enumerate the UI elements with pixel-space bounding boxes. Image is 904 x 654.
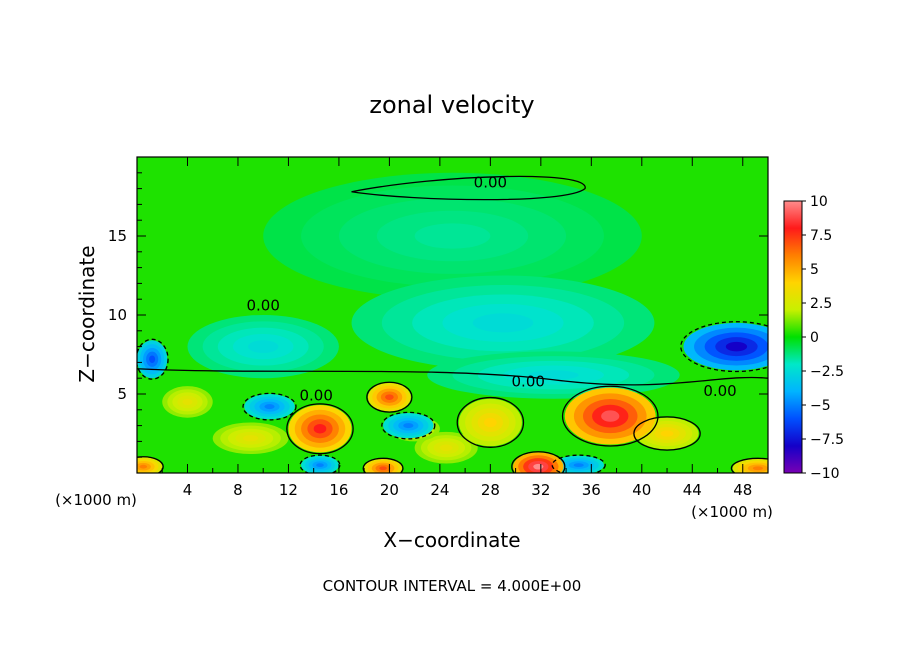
x-tick-label: 4 bbox=[183, 481, 193, 499]
field-feature bbox=[313, 424, 327, 434]
field-feature bbox=[752, 466, 763, 471]
field-feature bbox=[533, 463, 544, 470]
contour-labels: 0.00 0.00 0.00 0.00 0.00 bbox=[246, 173, 736, 404]
field-feature bbox=[385, 394, 394, 401]
field-feature bbox=[243, 435, 259, 442]
x-tick-label: 28 bbox=[481, 481, 500, 499]
contour-interval-note: CONTOUR INTERVAL = 4.000E+00 bbox=[323, 577, 582, 595]
field-feature bbox=[248, 340, 279, 353]
x-tick-label: 12 bbox=[279, 481, 298, 499]
y-tick-label: 10 bbox=[108, 306, 127, 324]
colorbar-tick-label: 10 bbox=[810, 194, 828, 210]
contour-label: 0.00 bbox=[300, 387, 333, 405]
contour-line bbox=[633, 416, 701, 451]
velocity-field bbox=[137, 157, 768, 473]
colorbar-tick-label: −2.5 bbox=[810, 364, 844, 380]
contour-line bbox=[286, 403, 354, 455]
colorbar-gradient bbox=[783, 200, 803, 474]
field-feature bbox=[484, 417, 497, 428]
field-feature bbox=[414, 223, 491, 249]
colorbar-tick-label: −7.5 bbox=[810, 432, 844, 448]
x-tick-label: 40 bbox=[632, 481, 651, 499]
field-feature bbox=[403, 423, 414, 429]
x-axis-ticks: 4 8 12 16 20 24 28 32 36 40 44 48 bbox=[161, 157, 752, 499]
x-tick-label: 44 bbox=[683, 481, 702, 499]
x-tick-label: 24 bbox=[430, 481, 449, 499]
y-axis-label: Z−coordinate bbox=[75, 245, 99, 382]
contour-line bbox=[680, 321, 768, 373]
contour-line bbox=[299, 454, 341, 473]
contour-label: 0.00 bbox=[512, 372, 545, 390]
plot-area bbox=[137, 157, 768, 473]
contour-label: 0.00 bbox=[474, 173, 507, 191]
x-axis-label: X−coordinate bbox=[383, 528, 520, 552]
field-feature bbox=[439, 444, 453, 451]
colorbar-tick-label: −5 bbox=[810, 398, 831, 414]
y-axis-ticks: 5 10 15 bbox=[108, 172, 768, 458]
field-feature bbox=[601, 410, 620, 422]
colorbar-tick-label: 7.5 bbox=[810, 228, 832, 244]
field-feature bbox=[573, 463, 584, 467]
chart-title: zonal velocity bbox=[369, 91, 534, 119]
colorbar-ticks: 10 7.5 5 2.5 0 −2.5 −5 −7.5 −10 bbox=[802, 194, 844, 482]
contour-lines bbox=[137, 175, 768, 473]
contour-line bbox=[456, 396, 525, 448]
field-feature bbox=[472, 313, 534, 333]
contour-line bbox=[381, 411, 436, 440]
x-tick-label: 48 bbox=[733, 481, 752, 499]
colorbar-tick-label: −10 bbox=[810, 466, 840, 482]
colorbar-tick-label: 2.5 bbox=[810, 296, 832, 312]
contour-line bbox=[366, 381, 413, 413]
field-feature bbox=[660, 430, 674, 437]
field-feature bbox=[316, 463, 324, 467]
contour-line bbox=[137, 338, 169, 380]
field-feature bbox=[528, 370, 579, 380]
field-feature bbox=[379, 466, 387, 471]
field-feature bbox=[139, 464, 148, 469]
zero-contour bbox=[351, 175, 586, 201]
x-unit-label-right: (×1000 m) bbox=[691, 503, 773, 521]
contour-label: 0.00 bbox=[246, 297, 279, 315]
contour-label: 0.00 bbox=[703, 382, 736, 400]
field-feature bbox=[149, 355, 156, 364]
contour-line bbox=[362, 457, 404, 473]
colorbar-tick-label: 0 bbox=[810, 330, 819, 346]
zero-contour bbox=[137, 368, 768, 386]
field-feature bbox=[725, 341, 748, 352]
x-tick-label: 8 bbox=[233, 481, 243, 499]
y-tick-label: 5 bbox=[117, 385, 127, 403]
x-tick-label: 16 bbox=[329, 481, 348, 499]
field-feature bbox=[264, 404, 275, 410]
field-feature bbox=[182, 398, 193, 406]
y-tick-label: 15 bbox=[108, 227, 127, 245]
colorbar-tick-label: 5 bbox=[810, 262, 819, 278]
x-tick-label: 36 bbox=[582, 481, 601, 499]
x-unit-label-left: (×1000 m) bbox=[55, 491, 137, 509]
colorbar: 10 7.5 5 2.5 0 −2.5 −5 −7.5 −10 bbox=[783, 194, 844, 482]
contour-line bbox=[551, 454, 606, 473]
x-tick-label: 32 bbox=[531, 481, 550, 499]
x-tick-label: 20 bbox=[380, 481, 399, 499]
contour-line bbox=[137, 456, 164, 473]
contour-line bbox=[730, 457, 768, 473]
contour-line bbox=[511, 451, 566, 473]
contour-line bbox=[561, 385, 659, 447]
contour-line bbox=[242, 392, 297, 421]
